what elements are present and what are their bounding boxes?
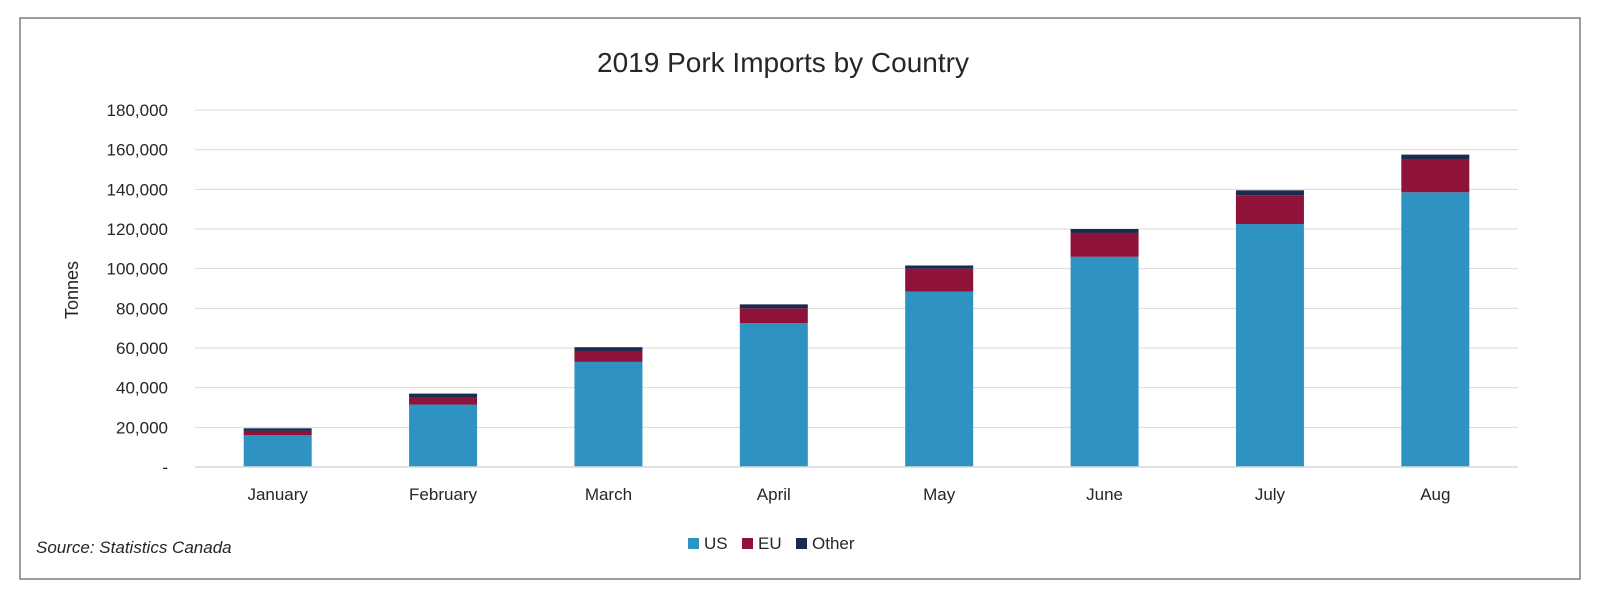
bar-us-may (905, 291, 974, 467)
x-axis-ticks: January February March April May June July Aug (247, 485, 1450, 504)
bar-other-june (1070, 229, 1139, 233)
bar-eu-april (739, 308, 808, 324)
bar-other-may (905, 265, 974, 269)
source-note: Source: Statistics Canada (36, 538, 232, 557)
bar-us-april (739, 323, 808, 467)
x-tick-label: Aug (1420, 485, 1450, 504)
y-tick-label: 120,000 (107, 220, 168, 239)
bar-us-aug (1401, 192, 1470, 467)
y-tick-label: 160,000 (107, 141, 168, 160)
legend-label-eu: EU (758, 534, 782, 553)
legend-swatch-eu (742, 538, 753, 549)
bar-other-july (1235, 190, 1304, 196)
y-tick-label: 100,000 (107, 260, 168, 279)
bar-eu-july (1235, 195, 1304, 225)
legend-label-other: Other (812, 534, 855, 553)
y-axis-ticks: - 20,000 40,000 60,000 80,000 100,000 120,000 1… (107, 101, 168, 477)
chart-border (19, 17, 1581, 580)
y-tick-label: 40,000 (116, 379, 168, 398)
x-tick-label: March (585, 485, 632, 504)
bars (243, 154, 1470, 467)
bar-us-june (1070, 256, 1139, 467)
x-tick-label: January (247, 485, 308, 504)
legend-swatch-other (796, 538, 807, 549)
bar-eu-aug (1401, 159, 1470, 193)
bar-us-july (1235, 224, 1304, 467)
bar-us-january (243, 435, 312, 467)
bar-other-january (243, 428, 312, 431)
y-tick-label: 80,000 (116, 299, 168, 318)
y-tick-label: 20,000 (116, 418, 168, 437)
chart-title: 2019 Pork Imports by Country (597, 47, 969, 78)
bar-other-february (409, 393, 478, 397)
legend-swatch-us (688, 538, 699, 549)
bar-other-april (739, 304, 808, 309)
x-tick-label: July (1255, 485, 1286, 504)
bar-us-february (409, 404, 478, 467)
bar-us-march (574, 361, 643, 467)
y-axis-label: Tonnes (62, 261, 82, 319)
y-tick-label: 140,000 (107, 180, 168, 199)
bar-eu-march (574, 350, 643, 362)
legend-label-us: US (704, 534, 728, 553)
bar-eu-february (409, 396, 478, 405)
bar-other-aug (1401, 154, 1470, 160)
y-tick-label: 180,000 (107, 101, 168, 120)
x-tick-label: February (409, 485, 478, 504)
y-tick-label: 60,000 (116, 339, 168, 358)
bar-eu-june (1070, 232, 1139, 257)
x-tick-label: June (1086, 485, 1123, 504)
x-tick-label: May (923, 485, 956, 504)
bar-eu-may (905, 268, 974, 292)
y-tick-label: - (162, 458, 168, 477)
legend: US EU Other (688, 534, 855, 553)
bar-eu-january (243, 430, 312, 436)
bar-other-march (574, 347, 643, 351)
x-tick-label: April (757, 485, 791, 504)
